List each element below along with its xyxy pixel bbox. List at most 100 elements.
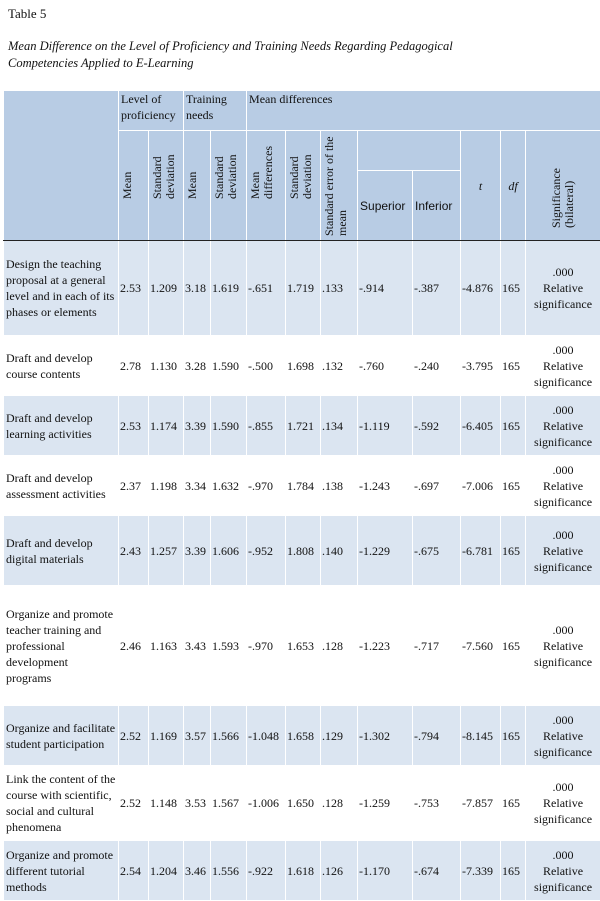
cell: -.855	[247, 396, 286, 456]
cell: -.674	[413, 841, 461, 901]
cell: -.387	[413, 241, 461, 336]
cell: 2.54	[119, 841, 149, 901]
cell: 1.567	[211, 766, 247, 841]
group-header: Level of proficiency	[119, 91, 184, 131]
column-header: Inferior	[413, 171, 461, 241]
cell: 1.650	[286, 766, 321, 841]
significance-note: Relative significance	[528, 280, 598, 312]
column-header: Standard deviation	[286, 131, 321, 241]
cell: -7.560	[461, 586, 501, 706]
column-header-text: Standard error of the mean	[323, 131, 349, 236]
cell: 1.174	[149, 396, 184, 456]
cell: 1.619	[211, 241, 247, 336]
cell: -1.006	[247, 766, 286, 841]
column-header: Standard deviation	[211, 131, 247, 241]
cell: 3.28	[184, 336, 211, 396]
cell: 3.57	[184, 706, 211, 766]
cell: 1.606	[211, 516, 247, 586]
cell: 1.169	[149, 706, 184, 766]
column-header: Mean	[184, 131, 211, 241]
cell: -7.857	[461, 766, 501, 841]
group-header: Training needs	[184, 91, 247, 131]
column-header-text: Mean differences	[249, 131, 275, 199]
column-header: Superior	[358, 171, 413, 241]
cell: 165	[501, 241, 526, 336]
cell: 1.719	[286, 241, 321, 336]
cell: 3.43	[184, 586, 211, 706]
column-header: df	[501, 131, 526, 241]
cell: -.675	[413, 516, 461, 586]
cell: -7.339	[461, 841, 501, 901]
cell: 1.698	[286, 336, 321, 396]
cell: -8.145	[461, 706, 501, 766]
column-header-text: Mean	[186, 131, 199, 199]
significance-note: Relative significance	[528, 543, 598, 575]
significance: .000	[528, 712, 598, 728]
row-label: Draft and develop course contents	[4, 336, 119, 396]
cell: 2.53	[119, 241, 149, 336]
row: Design the teaching proposal at a genera…	[4, 241, 600, 336]
significance-note: Relative significance	[528, 358, 598, 390]
cell: -.240	[413, 336, 461, 396]
cell: 3.46	[184, 841, 211, 901]
cell: 3.39	[184, 516, 211, 586]
cell: 165	[501, 456, 526, 516]
cell: 2.52	[119, 766, 149, 841]
row-label: Organize and promote different tutorial …	[4, 841, 119, 901]
caption: Table 5	[8, 6, 46, 22]
cell: 1.163	[149, 586, 184, 706]
column-header: Standard error of the mean	[321, 131, 358, 241]
cell: 1.590	[211, 396, 247, 456]
cell: 1.257	[149, 516, 184, 586]
cell: 165	[501, 766, 526, 841]
cell: 165	[501, 841, 526, 901]
group-header: Mean differences	[247, 91, 600, 131]
ci-header	[358, 131, 461, 171]
significance-note: Relative significance	[528, 478, 598, 510]
row: Organize and promote different tutorial …	[4, 841, 600, 901]
table: Level of proficiency Training needs Mean…	[3, 90, 600, 901]
column-header-text: Standard deviation	[213, 131, 239, 199]
table-body: Design the teaching proposal at a genera…	[4, 241, 600, 901]
column-header: Mean differences	[247, 131, 286, 241]
row-label: Draft and develop digital materials	[4, 516, 119, 586]
significance-note: Relative significance	[528, 418, 598, 450]
cell: 165	[501, 586, 526, 706]
cell: .129	[321, 706, 358, 766]
cell: -.914	[358, 241, 413, 336]
cell: -1.229	[358, 516, 413, 586]
significance: .000	[528, 402, 598, 418]
significance: .000	[528, 462, 598, 478]
column-header-text: Significance (bilateral)	[550, 143, 576, 228]
cell: 1.784	[286, 456, 321, 516]
cell: 2.78	[119, 336, 149, 396]
cell: 1.808	[286, 516, 321, 586]
cell: -1.243	[358, 456, 413, 516]
cell: -1.170	[358, 841, 413, 901]
significance-note: Relative significance	[528, 863, 598, 895]
cell: 1.148	[149, 766, 184, 841]
column-header: Standard deviation	[149, 131, 184, 241]
cell: 2.53	[119, 396, 149, 456]
cell: -1.223	[358, 586, 413, 706]
cell: .134	[321, 396, 358, 456]
column-header-text: Standard deviation	[288, 131, 314, 199]
cell: -7.006	[461, 456, 501, 516]
cell: 1.209	[149, 241, 184, 336]
cell: -.717	[413, 586, 461, 706]
cell: 165	[501, 516, 526, 586]
cell: -.970	[247, 586, 286, 706]
cell: .138	[321, 456, 358, 516]
cell: -6.781	[461, 516, 501, 586]
cell: -4.876	[461, 241, 501, 336]
cell: 1.566	[211, 706, 247, 766]
